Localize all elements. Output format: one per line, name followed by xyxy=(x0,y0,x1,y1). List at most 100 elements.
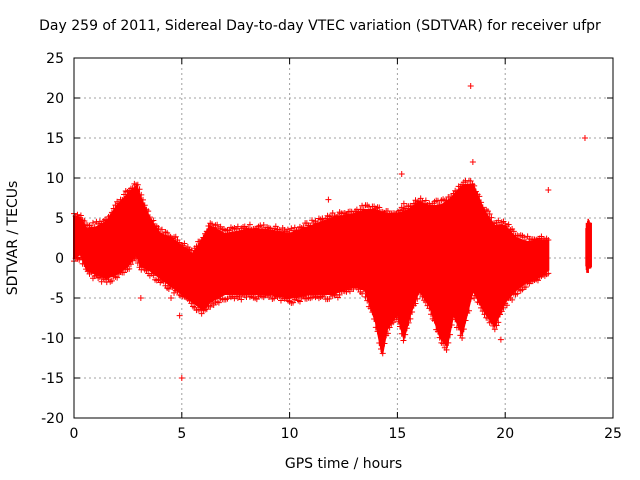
sdtvar-point xyxy=(150,272,157,279)
sdtvar-point xyxy=(476,193,483,200)
sdtvar-point xyxy=(440,340,447,347)
sdtvar-point xyxy=(467,295,474,302)
y-tick-label: -5 xyxy=(50,291,64,307)
sdtvar-point xyxy=(134,260,141,267)
sdtvar-point xyxy=(395,318,402,325)
x-tick-label: 15 xyxy=(388,426,406,442)
sdtvar-point xyxy=(89,219,96,226)
y-tick-label: -10 xyxy=(41,331,64,347)
sdtvar-point xyxy=(115,200,122,207)
sdtvar-point xyxy=(107,212,114,219)
sdtvar-point xyxy=(488,214,495,221)
sdtvar-outlier xyxy=(497,336,504,343)
sdtvar-point xyxy=(129,185,136,192)
sdtvar-point xyxy=(514,290,521,297)
sdtvar-point xyxy=(447,331,454,338)
x-axis-label: GPS time / hours xyxy=(284,456,403,472)
sdtvar-point xyxy=(374,328,381,335)
sdtvar-point xyxy=(224,295,231,302)
sdtvar-point xyxy=(155,225,162,232)
sdtvar-outlier xyxy=(114,215,121,221)
y-tick-label: -20 xyxy=(41,411,64,427)
sdtvar-point xyxy=(410,200,417,207)
sdtvar-point xyxy=(448,322,455,329)
sdtvar-point xyxy=(165,286,172,293)
sdtvar-point xyxy=(127,261,134,268)
sdtvar-point xyxy=(521,234,528,241)
sdtvar-point xyxy=(372,324,379,331)
sdtvar-point xyxy=(169,284,176,291)
sdtvar-point xyxy=(88,269,95,276)
sdtvar-point xyxy=(421,200,428,207)
sdtvar-point xyxy=(491,326,498,333)
sdtvar-point xyxy=(103,217,110,224)
sdtvar-point xyxy=(403,325,410,332)
sdtvar-point xyxy=(371,315,378,322)
sdtvar-point xyxy=(200,234,207,241)
sdtvar-point xyxy=(277,228,284,235)
sdtvar-point xyxy=(448,194,455,201)
sdtvar-point xyxy=(277,297,284,304)
y-tick-label: 0 xyxy=(55,251,64,267)
sdtvar-point xyxy=(196,306,203,313)
sdtvar-point xyxy=(505,221,512,228)
sdtvar-point xyxy=(193,243,200,250)
sdtvar-point xyxy=(464,181,471,188)
sdtvar-point xyxy=(396,323,403,330)
sdtvar-outlier xyxy=(137,295,144,301)
sdtvar-point xyxy=(210,301,217,308)
sdtvar-point xyxy=(367,305,374,312)
sdtvar-point xyxy=(379,350,386,357)
sdtvar-point xyxy=(158,226,165,233)
sdtvar-point xyxy=(431,317,438,324)
sdtvar-point xyxy=(417,289,424,296)
sdtvar-point xyxy=(396,207,403,214)
sdtvar-outlier xyxy=(581,135,588,141)
sdtvar-point xyxy=(422,299,429,306)
sdtvar-point xyxy=(478,304,485,311)
sdtvar-point xyxy=(488,318,495,325)
sdtvar-point xyxy=(471,182,478,189)
sdtvar-point xyxy=(409,203,416,210)
sdtvar-point xyxy=(450,311,457,318)
sdtvar-point xyxy=(172,233,179,240)
sdtvar-point xyxy=(405,319,412,326)
sdtvar-point xyxy=(121,191,128,198)
sdtvar-point xyxy=(479,308,486,315)
sdtvar-point xyxy=(350,211,357,218)
sdtvar-point xyxy=(443,197,450,204)
sdtvar-point xyxy=(538,233,545,240)
sdtvar-point xyxy=(215,299,222,306)
sdtvar-point xyxy=(436,201,443,208)
sdtvar-point xyxy=(245,225,252,232)
sdtvar-point xyxy=(422,197,429,204)
sdtvar-point xyxy=(522,238,529,245)
sdtvar-point xyxy=(134,181,141,188)
sdtvar-point xyxy=(259,225,266,232)
sdtvar-point xyxy=(445,339,452,346)
sdtvar-point xyxy=(364,297,371,304)
y-tick-label: 5 xyxy=(55,211,64,227)
sdtvar-point xyxy=(428,311,435,318)
sdtvar-point xyxy=(138,191,145,198)
sdtvar-point xyxy=(545,270,552,277)
y-tick-label: 15 xyxy=(46,131,64,147)
sdtvar-point xyxy=(207,303,214,310)
sdtvar-point xyxy=(386,324,393,331)
sdtvar-point xyxy=(141,202,148,209)
sdtvar-outlier xyxy=(467,83,474,89)
sdtvar-point xyxy=(378,345,385,352)
sdtvar-point xyxy=(407,315,414,322)
sdtvar-point xyxy=(455,324,462,331)
sdtvar-point xyxy=(112,202,119,209)
sdtvar-point xyxy=(393,314,400,321)
y-tick-label: 10 xyxy=(46,171,64,187)
sdtvar-point xyxy=(381,340,388,347)
sdtvar-point xyxy=(409,308,416,315)
sdtvar-outlier xyxy=(398,171,405,177)
sdtvar-point xyxy=(145,208,152,215)
sdtvar-point xyxy=(367,206,374,213)
sdtvar-point xyxy=(414,295,421,302)
sdtvar-point xyxy=(497,311,504,318)
